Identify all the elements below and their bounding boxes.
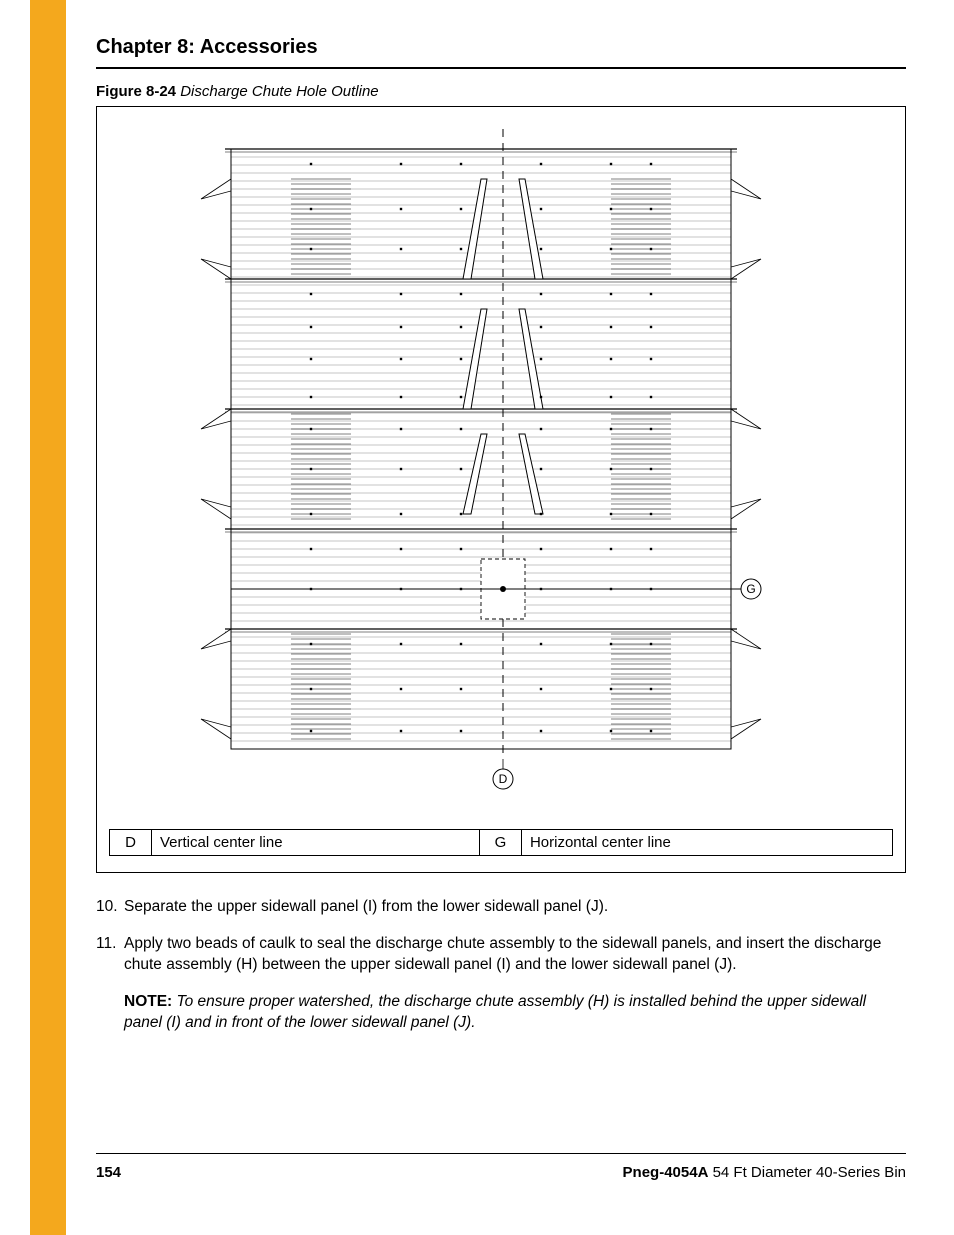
doc-desc: 54 Ft Diameter 40-Series Bin bbox=[713, 1164, 906, 1181]
page-footer: 154 Pneg-4054A 54 Ft Diameter 40-Series … bbox=[96, 1153, 906, 1181]
legend-key: D bbox=[110, 830, 152, 856]
heading-rule bbox=[96, 67, 906, 69]
legend-row: D Vertical center line G Horizontal cent… bbox=[110, 830, 893, 856]
step-number: 10. bbox=[96, 897, 124, 918]
doc-title: Pneg-4054A 54 Ft Diameter 40-Series Bin bbox=[623, 1164, 906, 1181]
step-11: 11. Apply two beads of caulk to seal the… bbox=[96, 934, 906, 976]
page-number: 154 bbox=[96, 1164, 121, 1181]
figure-frame: DG D Vertical center line G Horizontal c… bbox=[96, 106, 906, 873]
doc-code: Pneg-4054A bbox=[623, 1164, 709, 1181]
step-body: Separate the upper sidewall panel (I) fr… bbox=[124, 897, 906, 918]
body-text: 10. Separate the upper sidewall panel (I… bbox=[96, 897, 906, 1034]
legend-desc: Vertical center line bbox=[152, 830, 480, 856]
figure-title: Discharge Chute Hole Outline bbox=[180, 83, 378, 100]
legend-desc: Horizontal center line bbox=[521, 830, 892, 856]
legend-table: D Vertical center line G Horizontal cent… bbox=[109, 829, 893, 856]
figure-label: Figure 8-24 bbox=[96, 83, 176, 100]
legend-key: G bbox=[479, 830, 521, 856]
figure-caption: Figure 8-24 Discharge Chute Hole Outline bbox=[96, 83, 906, 100]
svg-text:G: G bbox=[746, 582, 755, 596]
step-number: 11. bbox=[96, 934, 124, 976]
svg-text:D: D bbox=[499, 772, 508, 786]
accent-sidebar bbox=[30, 0, 66, 1235]
note-block: NOTE: To ensure proper watershed, the di… bbox=[124, 992, 906, 1034]
page-content: Chapter 8: Accessories Figure 8-24 Disch… bbox=[96, 36, 906, 1034]
note-text: To ensure proper watershed, the discharg… bbox=[124, 993, 866, 1031]
step-body: Apply two beads of caulk to seal the dis… bbox=[124, 934, 906, 976]
chapter-title: Chapter 8: Accessories bbox=[96, 36, 906, 67]
figure-diagram: DG bbox=[109, 119, 893, 819]
step-10: 10. Separate the upper sidewall panel (I… bbox=[96, 897, 906, 918]
note-label: NOTE: bbox=[124, 993, 172, 1010]
